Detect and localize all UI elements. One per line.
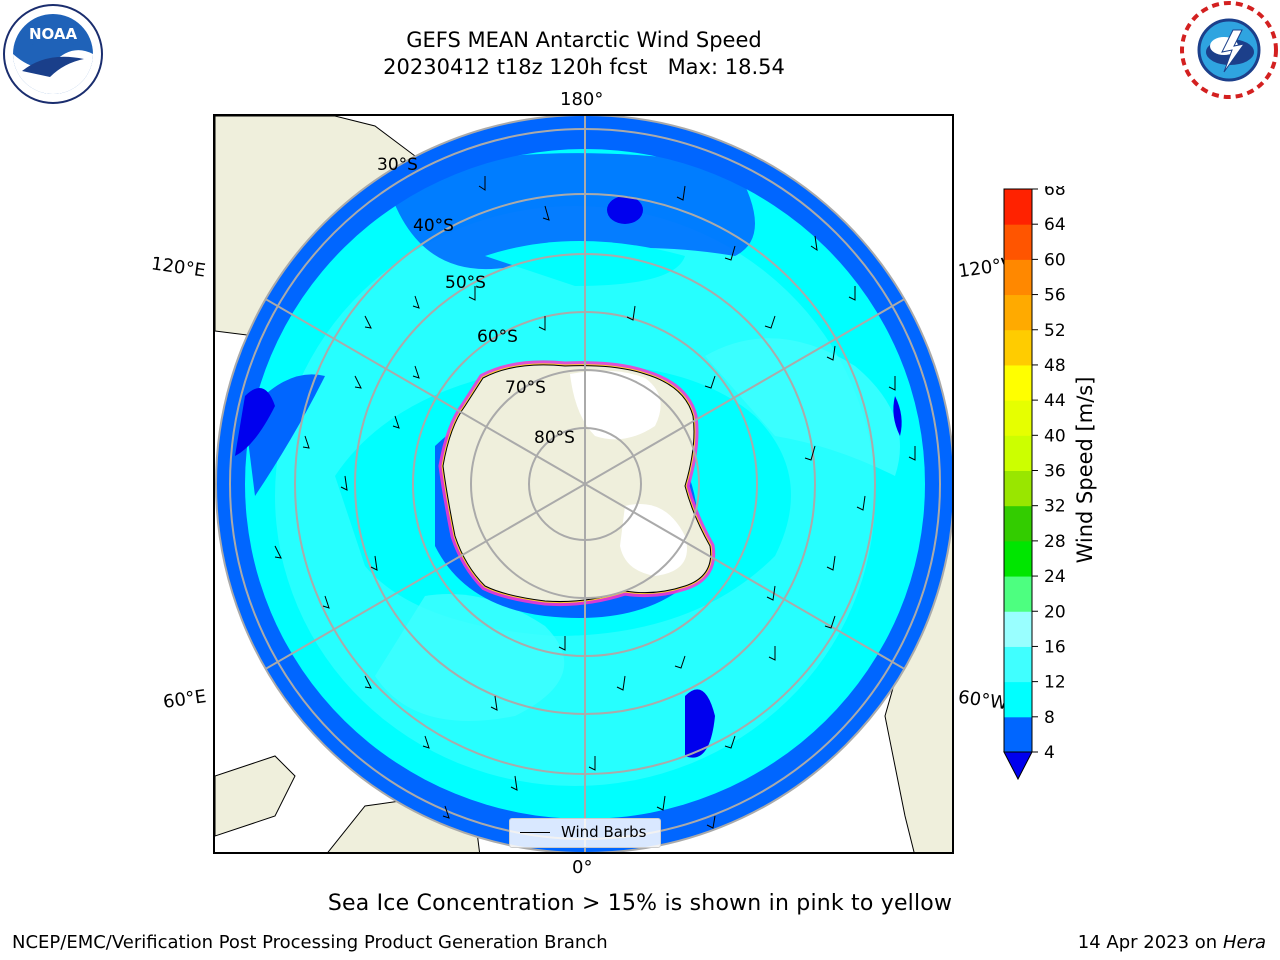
colorbar-tick-label: 40 [1044, 426, 1066, 446]
lat-label-50s: 50°S [445, 273, 486, 293]
colorbar-segment [1004, 470, 1032, 507]
colorbar-tick-label: 16 [1044, 637, 1066, 657]
lat-label-30s: 30°S [377, 155, 418, 175]
colorbar-tick-label: 52 [1044, 321, 1066, 341]
ronne-ice-shelf [620, 504, 687, 576]
lat-label-80s: 80°S [534, 428, 575, 448]
noaa-logo: NOAA [2, 3, 104, 105]
colorbar-segment [1004, 259, 1032, 296]
footer-date-text: 14 Apr 2023 on [1077, 932, 1223, 953]
wind-barb-legend-line [520, 832, 550, 833]
antarctica [438, 360, 716, 607]
colorbar-tick-label: 32 [1044, 497, 1066, 517]
wind-barbs-legend-label: Wind Barbs [561, 823, 647, 841]
colorbar-tick-label: 4 [1044, 743, 1055, 763]
colorbar-tick-label: 48 [1044, 356, 1066, 376]
colorbar-tick-label: 12 [1044, 673, 1066, 693]
colorbar-segment [1004, 611, 1032, 647]
footer-organization: NCEP/EMC/Verification Post Processing Pr… [12, 932, 608, 953]
colorbar-tick-label: 56 [1044, 286, 1066, 306]
colorbar-tick-label: 68 [1044, 186, 1066, 200]
map-panel: 30°S 40°S 50°S 60°S 70°S 80°S [213, 114, 954, 854]
noaa-logo-text: NOAA [29, 25, 78, 43]
colorbar-segment [1004, 505, 1032, 542]
lat-label-60s: 60°S [477, 327, 518, 347]
lat-label-70s: 70°S [505, 378, 546, 398]
colorbar-label: Wind Speed [m/s] [1073, 376, 1097, 564]
colorbar-segment [1004, 576, 1032, 612]
wind-barbs-legend: Wind Barbs [509, 818, 661, 848]
footer-host: Hera [1222, 932, 1266, 953]
lon-label-120e: 120°E [149, 253, 207, 282]
wind-barbs [274, 176, 916, 829]
colorbar-segment [1004, 189, 1032, 225]
colorbar-tick-label: 36 [1044, 462, 1066, 482]
colorbar-segment [1004, 364, 1032, 401]
chart-subtitle: 20230412 t18z 120h fcst Max: 18.54 [383, 55, 785, 79]
nws-logo [1178, 0, 1280, 102]
colorbar-segment [1004, 716, 1032, 753]
colorbar-segment [1004, 646, 1032, 683]
lon-label-180: 180° [560, 89, 604, 110]
colorbar-tick-label: 20 [1044, 602, 1066, 622]
lat-label-40s: 40°S [413, 216, 454, 236]
colorbar-tick-label: 28 [1044, 532, 1066, 552]
sea-ice-caption: Sea Ice Concentration > 15% is shown in … [327, 891, 953, 916]
colorbar-segment [1004, 540, 1032, 577]
colorbar-tick-label: 24 [1044, 567, 1066, 587]
colorbar-segment [1004, 329, 1032, 366]
colorbar-under-extension [1003, 751, 1033, 781]
graticule [216, 116, 952, 852]
colorbar-segment [1004, 224, 1032, 260]
lon-label-60e: 60°E [161, 686, 208, 713]
colorbar-segment [1004, 435, 1032, 471]
colorbar-tick-label: 64 [1044, 215, 1066, 235]
footer-date: 14 Apr 2023 on Hera [1078, 932, 1266, 953]
lon-label-0: 0° [572, 857, 593, 878]
colorbar-tick-label: 44 [1044, 391, 1066, 411]
map-svg: 30°S 40°S 50°S 60°S 70°S 80°S [215, 116, 952, 852]
colorbar-segment [1004, 294, 1032, 331]
ross-ice-shelf [570, 370, 661, 440]
colorbar-tick-label: 8 [1044, 708, 1055, 728]
colorbar-segment [1004, 681, 1032, 718]
colorbar-segment [1004, 400, 1032, 436]
colorbar-tick-label: 60 [1044, 250, 1066, 270]
colorbar: 4 8 12 16 20 24 28 32 36 40 44 48 52 56 60 64 68 [1000, 180, 1080, 786]
chart-title: GEFS MEAN Antarctic Wind Speed [406, 28, 762, 52]
